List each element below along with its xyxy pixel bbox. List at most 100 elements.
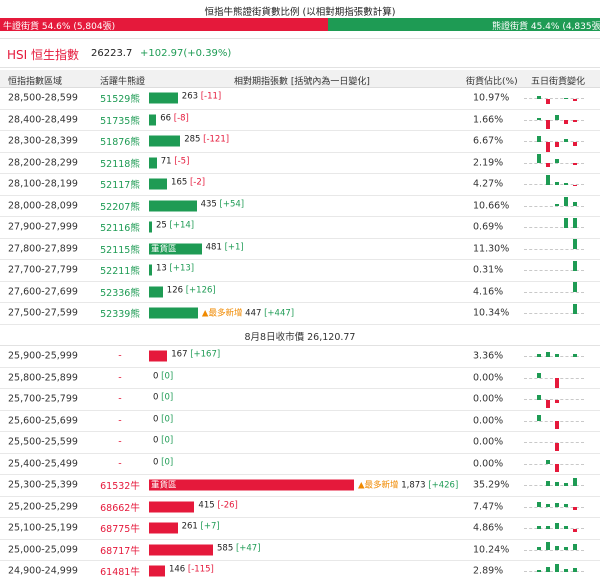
index-change: +102.97(+0.39%) (140, 48, 232, 59)
futures-count-label: ▲最多新增 447 [+447] (202, 307, 294, 319)
sparkline-bar (564, 568, 568, 572)
pct-cell: 10.34% (473, 307, 510, 319)
warrant-link[interactable]: 68717牛 (100, 545, 140, 557)
warrant-link[interactable]: 52211熊 (100, 266, 140, 278)
warrant-link[interactable]: 51876熊 (100, 137, 140, 149)
pct-cell: 7.47% (473, 501, 504, 513)
warrant-link[interactable]: 68662牛 (100, 502, 140, 514)
warrant-link[interactable]: 52118熊 (100, 158, 140, 170)
sparkline-bar (555, 522, 559, 529)
sparkline-bar (546, 566, 550, 572)
futures-count: 0 (153, 414, 162, 425)
table-row: 25,500-25,599 - 0 [0] 0.00% (0, 432, 600, 454)
sparkline-baseline (524, 399, 584, 401)
futures-bar (149, 544, 214, 556)
sparkline-bar (573, 184, 577, 186)
col-warrant: 活躍牛熊證 (100, 77, 146, 87)
sparkline-bar (555, 399, 559, 403)
range-cell: 25,500-25,599 (8, 436, 78, 448)
futures-count: 0 (153, 457, 162, 468)
range-cell: 25,100-25,199 (8, 522, 78, 534)
range-cell: 24,900-24,999 (8, 565, 78, 577)
warrant-link[interactable]: 51735熊 (100, 115, 140, 127)
warrant-link[interactable]: 52207熊 (100, 201, 140, 213)
five-day-sparkline (524, 110, 584, 131)
table-row: 25,000-25,099 68717牛 585 [+47] 10.24% (0, 540, 600, 561)
futures-delta: [+126] (185, 285, 216, 296)
futures-count-label: 126 [+126] (167, 285, 216, 295)
warrant-link: - (118, 436, 122, 448)
index-name[interactable]: HSI 恒生指數 (7, 48, 79, 62)
warrant-link[interactable]: 61481牛 (100, 567, 140, 579)
sparkline-bar (573, 202, 577, 207)
sparkline-bar (573, 507, 577, 511)
sparkline-bar (546, 120, 550, 130)
table-row: 27,500-27,599 52339熊 ▲最多新增 447 [+447] 10.34… (0, 303, 600, 325)
range-cell: 25,900-25,999 (8, 350, 78, 362)
pct-cell: 0.00% (473, 415, 504, 427)
sparkline-bar (537, 154, 541, 164)
futures-delta: [-5] (174, 156, 190, 167)
sparkline-bar (564, 547, 568, 551)
warrant-link[interactable]: 52116熊 (100, 223, 140, 235)
futures-count: 481 (205, 242, 225, 253)
sparkline-bar (564, 97, 568, 99)
sparkline-bar (555, 563, 559, 572)
sparkline-bar (573, 120, 577, 123)
futures-bar (149, 200, 197, 212)
sparkline-bar (555, 204, 559, 207)
col-range: 恒指指數區域 (8, 77, 63, 87)
futures-count: 66 (160, 113, 174, 124)
warrant-link[interactable]: 51529熊 (100, 94, 140, 106)
sparkline-bar (546, 504, 550, 508)
futures-count-label: 66 [-8] (160, 113, 189, 123)
pct-cell: 0.00% (473, 393, 504, 405)
futures-count: 146 (168, 564, 188, 575)
futures-bar (149, 479, 354, 491)
futures-count-label: 0 [0] (153, 457, 173, 467)
warrant-link[interactable]: 52339熊 (100, 309, 140, 321)
sparkline-bar (546, 480, 550, 486)
warrant-link[interactable]: 68775牛 (100, 524, 140, 536)
futures-count: 165 (171, 177, 190, 188)
futures-delta: [+167] (190, 349, 221, 360)
futures-count: 13 (156, 263, 170, 274)
sparkline-bar (537, 525, 541, 529)
ratio-header: 恒指牛熊證街貨數比例 (以相對期指張數計算) 牛證街貨 54.6% (5,804… (0, 0, 600, 34)
warrant-link[interactable]: 52336熊 (100, 287, 140, 299)
sparkline-bar (537, 95, 541, 99)
range-cell: 25,400-25,499 (8, 458, 78, 470)
futures-count: 0 (153, 371, 162, 382)
warrant-link: - (118, 458, 122, 470)
futures-count-label: 165 [-2] (171, 178, 205, 188)
sparkline-baseline (524, 227, 584, 229)
futures-count-label: 0 [0] (153, 414, 173, 424)
sparkline-bar (564, 120, 568, 125)
heavy-zone-tag: 重貨區 (151, 480, 177, 491)
sparkline-baseline (524, 313, 584, 315)
range-cell: 27,600-27,699 (8, 286, 78, 298)
five-day-sparkline (524, 174, 584, 195)
sparkline-bar (573, 544, 577, 551)
sparkline-bar (555, 141, 559, 147)
pct-cell: 0.00% (473, 436, 504, 448)
sparkline-bar (555, 546, 559, 551)
table-row: 27,900-27,999 52116熊 25 [+14] 0.69% (0, 217, 600, 239)
futures-delta: [+7] (200, 521, 220, 532)
sparkline-bar (564, 504, 568, 508)
futures-bar (149, 307, 198, 319)
five-day-sparkline (524, 389, 584, 410)
five-day-sparkline (524, 346, 584, 367)
index-quote: HSI 恒生指數 26223.7 +102.97(+0.39%) (0, 38, 600, 68)
sparkline-baseline (524, 98, 584, 100)
warrant-link[interactable]: 52115熊 (100, 244, 140, 256)
futures-bar (149, 114, 157, 126)
sparkline-baseline (524, 162, 584, 164)
col-five-day: 五日街貨變化 (531, 77, 586, 87)
sparkline-bar (573, 98, 577, 101)
futures-bar (149, 178, 168, 190)
sparkline-bar (564, 197, 568, 207)
warrant-link[interactable]: 52117熊 (100, 180, 140, 192)
warrant-link[interactable]: 61532牛 (100, 481, 140, 493)
sparkline-bar (555, 159, 559, 164)
